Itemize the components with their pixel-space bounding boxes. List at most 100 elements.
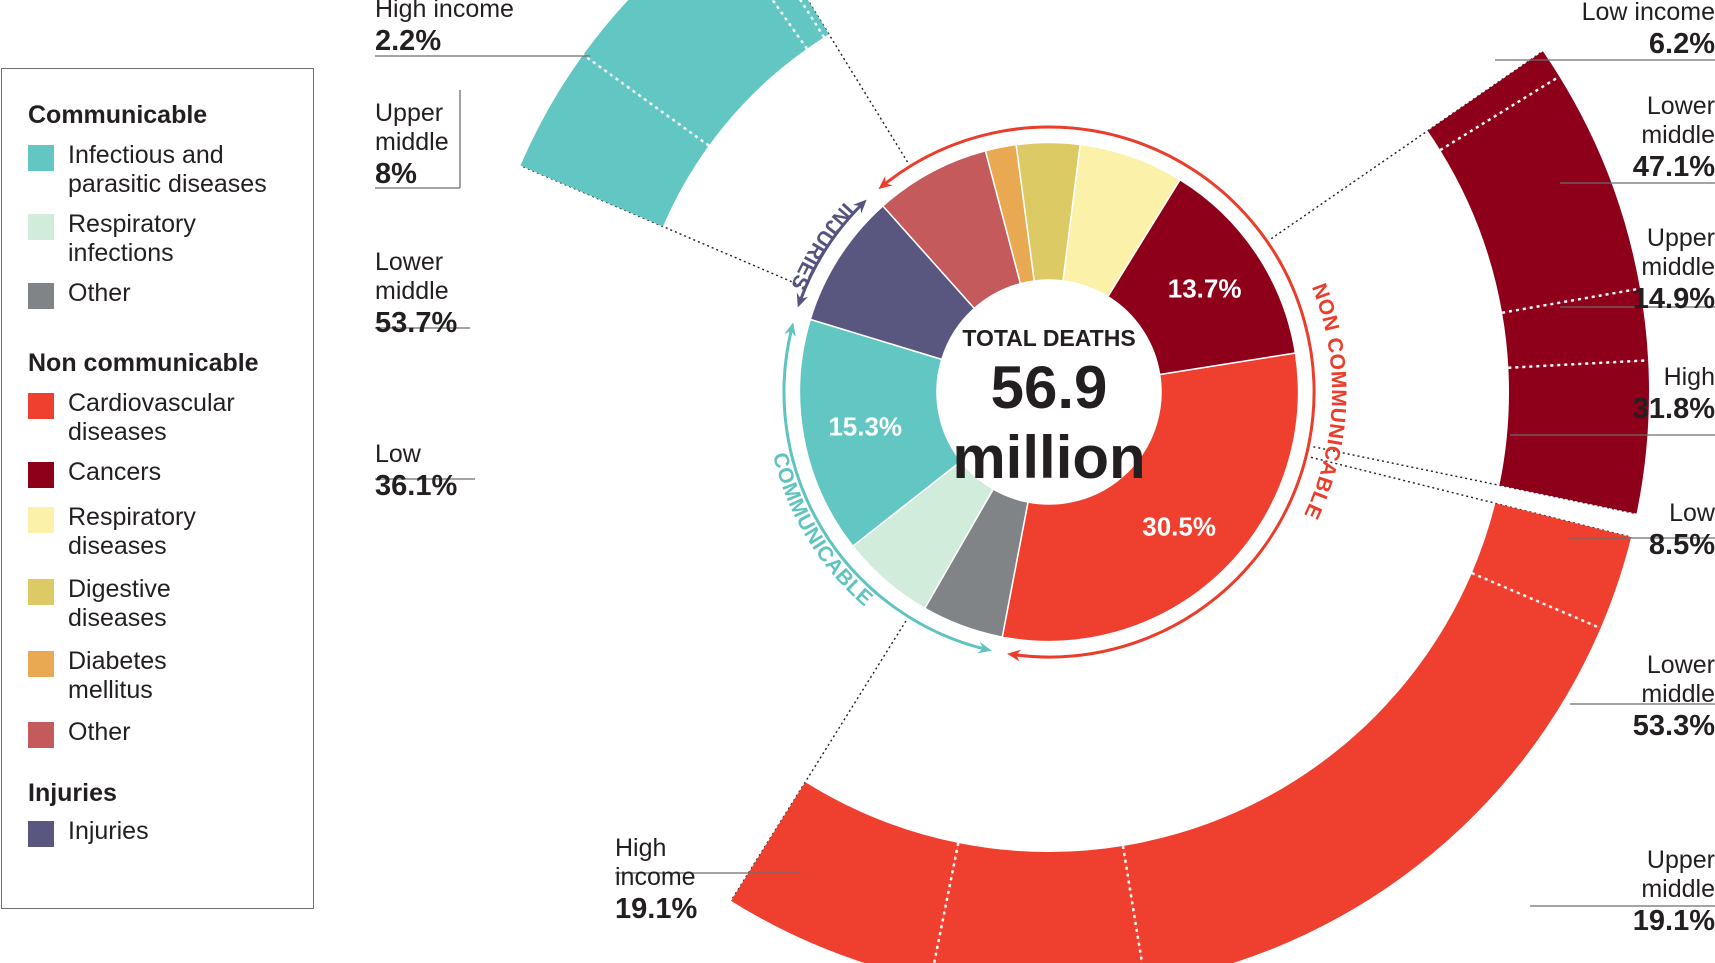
label-text: High income (375, 0, 514, 23)
legend-item-cancers: Cancers (28, 458, 308, 488)
legend-label-noncommunicable-other: Other (68, 718, 131, 746)
legend-swatch-communicable-other (28, 283, 54, 309)
label-text-2: middle (1641, 680, 1715, 708)
legend-swatch-respiratory-infections (28, 214, 54, 240)
legend-swatch-infectious (28, 145, 54, 171)
breakdown-dividers (582, 0, 1649, 963)
label-text: Upper (1646, 224, 1715, 252)
label-value: 8.5% (1648, 529, 1715, 561)
breakdown-segment (1122, 573, 1601, 963)
legend-heading-noncommunicable: Non communicable (28, 349, 259, 377)
label-rules (375, 55, 1715, 907)
legend-swatch-cardiovascular (28, 393, 54, 419)
legend-item-respiratory-infections: Respiratory infections (28, 210, 218, 268)
legend-item-infectious: Infectious and parasitic diseases (28, 141, 308, 199)
center-title: TOTAL DEATHS (962, 325, 1135, 351)
breakdown-rings (520, 0, 1649, 963)
legend-swatch-noncommunicable-other (28, 722, 54, 748)
label-cancers-high: High 31.8% (1633, 363, 1715, 426)
legend-label-cardiovascular: Cardiovascular diseases (68, 389, 235, 446)
breakdown-divider (1501, 287, 1641, 314)
breakdown-divider (582, 53, 710, 147)
legend-label-respiratory-diseases: Respiratory diseases (68, 503, 196, 560)
legend-label-respiratory-infections: Respiratory infections (68, 210, 196, 267)
breakdown-divider (1121, 845, 1144, 963)
breakdown-segment (772, 0, 825, 49)
breakdown-segment (800, 0, 829, 38)
legend-heading-communicable: Communicable (28, 101, 208, 129)
breakdown-segment (520, 54, 709, 227)
label-text-2: income (615, 863, 696, 891)
breakdown-segment (1471, 503, 1632, 629)
label-text: High (1663, 363, 1715, 391)
slice-label-cardiovascular: 30.5% (1142, 511, 1216, 541)
label-value: 47.1% (1632, 151, 1715, 183)
legend: Communicable Infectious and parasitic di… (1, 68, 314, 909)
legend-label-digestive: Digestive diseases (68, 575, 171, 632)
noncommunicable-group-arc (878, 125, 1316, 662)
legend-item-cardiovascular: Cardiovascular diseases (28, 389, 268, 447)
label-cancers-low-income: Low income 6.2% (1582, 0, 1715, 61)
legend-item-injuries: Injuries (28, 817, 308, 847)
label-text: Low (375, 440, 421, 468)
label-value: 19.1% (615, 893, 698, 925)
legend-label-cancers: Cancers (68, 458, 162, 486)
breakdown-segment (583, 0, 807, 146)
slice-labels: 15.3% 30.5% 13.7% (828, 273, 1241, 541)
label-text-2: middle (375, 128, 449, 156)
breakdown-segment (1440, 76, 1641, 313)
legend-item-digestive: Digestive diseases (28, 575, 198, 633)
connector-line (1310, 456, 1632, 538)
label-value: 53.3% (1632, 710, 1715, 742)
breakdown-segment (1427, 51, 1560, 151)
legend-item-respiratory-diseases: Respiratory diseases (28, 503, 218, 561)
label-infectious-high-income: High income 2.2% (375, 0, 514, 58)
legend-swatch-diabetes (28, 651, 54, 677)
breakdown-divider (1471, 571, 1602, 630)
label-text: High (615, 834, 667, 862)
legend-swatch-respiratory-diseases (28, 507, 54, 533)
label-text: Lower (375, 248, 444, 276)
label-value: 31.8% (1632, 393, 1715, 425)
injuries-group-arc (796, 199, 867, 308)
label-infectious-upper-middle: Upper middle 8% (375, 99, 449, 191)
legend-item-noncommunicable-other: Other (28, 718, 308, 748)
label-value: 36.1% (375, 470, 458, 502)
slice-cardiovascular (1001, 352, 1300, 643)
label-text: Low (1669, 499, 1715, 527)
label-cancers-lower-middle: Lower middle 47.1% (1633, 92, 1715, 184)
label-text: Upper (1646, 846, 1715, 874)
label-text: Lower (1646, 651, 1715, 679)
label-value: 6.2% (1648, 28, 1715, 60)
label-text-2: middle (1641, 875, 1715, 903)
label-text: Upper (375, 99, 444, 127)
label-text-2: middle (1641, 121, 1715, 149)
label-cardio-lower-middle: Lower middle 53.3% (1633, 651, 1715, 743)
connector-line (1313, 446, 1637, 515)
label-text: Low income (1581, 0, 1715, 26)
legend-swatch-cancers (28, 462, 54, 488)
label-infectious-lower-middle: Lower middle 53.7% (375, 248, 457, 340)
label-cardio-low: Low 8.5% (1649, 499, 1715, 562)
label-value: 8% (375, 158, 417, 190)
legend-label-injuries: Injuries (68, 817, 149, 845)
breakdown-divider (1508, 359, 1649, 369)
breakdown-segment (731, 782, 959, 963)
connector-line (520, 164, 802, 287)
label-cancers-upper-middle: Upper middle 14.9% (1633, 224, 1715, 316)
label-value: 19.1% (1632, 905, 1715, 937)
center-unit: million (952, 424, 1145, 491)
slice-cancers (1106, 178, 1297, 376)
label-text-2: middle (1641, 253, 1715, 281)
center-value: 56.9 (991, 354, 1108, 421)
legend-label-diabetes: Diabetes mellitus (68, 647, 167, 704)
legend-label-communicable-other: Other (68, 279, 131, 307)
legend-label-infectious: Infectious and parasitic diseases (68, 141, 267, 198)
noncommunicable-arc-text: NON COMMUNICABLE (1299, 280, 1349, 523)
label-infectious-low: Low 36.1% (375, 440, 457, 503)
label-cardio-upper-middle: Upper middle 19.1% (1633, 846, 1715, 938)
label-cardio-high-income: High income 19.1% (615, 834, 697, 926)
legend-swatch-injuries (28, 821, 54, 847)
breakdown-divider (1439, 75, 1560, 152)
